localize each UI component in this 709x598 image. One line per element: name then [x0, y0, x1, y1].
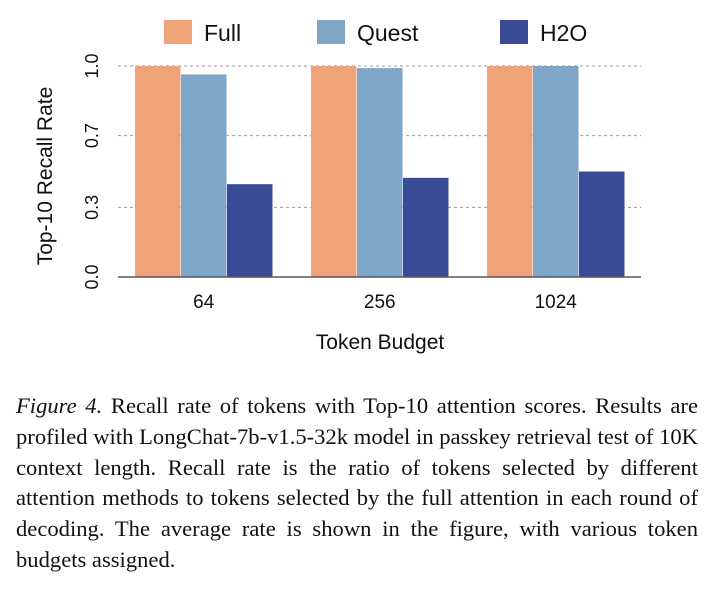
- y-tick-label: 0.3: [82, 195, 102, 220]
- figure-caption: Figure 4. Recall rate of tokens with Top…: [16, 391, 698, 576]
- bar-full-256: [311, 66, 357, 277]
- bar-quest-1024: [533, 66, 579, 277]
- legend: Full Quest H2O: [164, 20, 587, 46]
- x-axis-label: Token Budget: [316, 331, 445, 354]
- y-tick-labels: 0.0 0.3 0.7 1.0: [82, 53, 102, 289]
- bar-quest-64: [181, 74, 227, 277]
- legend-swatch-h2o: [500, 20, 528, 44]
- caption-label: Figure 4.: [16, 393, 103, 418]
- y-tick-label: 0.0: [82, 264, 102, 289]
- x-tick-label: 1024: [535, 292, 578, 313]
- legend-label-h2o: H2O: [540, 20, 587, 46]
- bar-full-64: [135, 66, 181, 277]
- legend-label-full: Full: [204, 20, 241, 46]
- legend-swatch-quest: [317, 20, 345, 44]
- caption-text: Recall rate of tokens with Top-10 attent…: [16, 393, 698, 572]
- bar-h2o-64: [227, 184, 273, 277]
- y-tick-label: 0.7: [82, 123, 102, 148]
- x-tick-label: 64: [193, 292, 215, 313]
- bar-chart: 0.0 0.3 0.7 1.0 64 256 1024 Full Quest H2O Top-…: [34, 20, 641, 354]
- bar-h2o-256: [403, 177, 449, 277]
- y-tick-label: 1.0: [82, 53, 102, 78]
- legend-label-quest: Quest: [357, 20, 419, 46]
- bar-full-1024: [487, 66, 533, 277]
- x-tick-label: 256: [364, 292, 396, 313]
- bar-quest-256: [357, 68, 403, 277]
- x-tick-labels: 64 256 1024: [193, 292, 577, 313]
- legend-swatch-full: [164, 20, 192, 44]
- bar-h2o-1024: [579, 171, 625, 277]
- y-axis-label: Top-10 Recall Rate: [34, 87, 57, 266]
- bars: [135, 66, 625, 277]
